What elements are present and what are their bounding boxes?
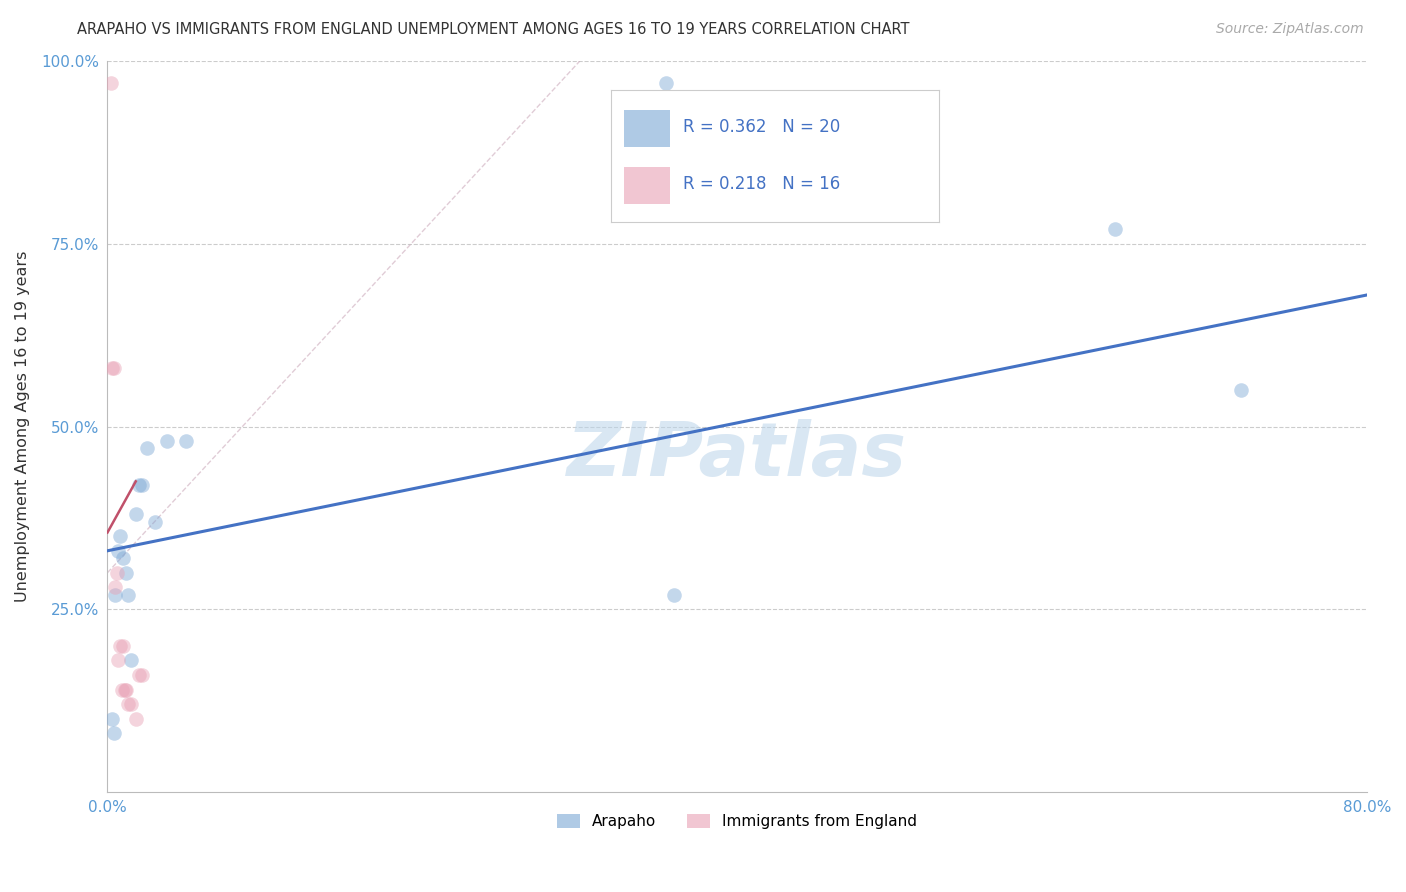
Point bbox=[120, 653, 142, 667]
Y-axis label: Unemployment Among Ages 16 to 19 years: Unemployment Among Ages 16 to 19 years bbox=[15, 251, 30, 602]
Point bbox=[112, 639, 135, 653]
Point bbox=[100, 76, 122, 90]
Point bbox=[662, 588, 685, 602]
Text: ARAPAHO VS IMMIGRANTS FROM ENGLAND UNEMPLOYMENT AMONG AGES 16 TO 19 YEARS CORREL: ARAPAHO VS IMMIGRANTS FROM ENGLAND UNEMP… bbox=[77, 22, 910, 37]
Point bbox=[104, 580, 127, 594]
Point bbox=[128, 478, 150, 492]
Text: ZIPatlas: ZIPatlas bbox=[567, 419, 907, 492]
Point bbox=[131, 478, 153, 492]
Point bbox=[655, 76, 678, 90]
Point bbox=[125, 712, 148, 726]
Point bbox=[105, 566, 128, 580]
Point bbox=[110, 682, 132, 697]
Point bbox=[125, 508, 148, 522]
Point bbox=[108, 529, 131, 543]
Point bbox=[108, 639, 131, 653]
Point bbox=[115, 566, 138, 580]
Point bbox=[114, 682, 136, 697]
Point bbox=[117, 698, 139, 712]
Point bbox=[104, 588, 127, 602]
Point bbox=[115, 682, 138, 697]
Point bbox=[135, 442, 157, 456]
Legend: Arapaho, Immigrants from England: Arapaho, Immigrants from England bbox=[551, 808, 924, 836]
Point bbox=[1230, 383, 1253, 397]
Point bbox=[101, 712, 124, 726]
Point bbox=[1104, 222, 1126, 236]
Point bbox=[107, 653, 129, 667]
Point bbox=[120, 698, 142, 712]
Text: Source: ZipAtlas.com: Source: ZipAtlas.com bbox=[1216, 22, 1364, 37]
Point bbox=[143, 515, 166, 529]
Point bbox=[156, 434, 179, 449]
Point bbox=[128, 668, 150, 682]
Point bbox=[174, 434, 197, 449]
Point bbox=[107, 543, 129, 558]
Point bbox=[117, 588, 139, 602]
Point bbox=[112, 551, 135, 566]
Point bbox=[101, 361, 124, 376]
Point bbox=[103, 361, 125, 376]
Point bbox=[131, 668, 153, 682]
Point bbox=[103, 726, 125, 740]
